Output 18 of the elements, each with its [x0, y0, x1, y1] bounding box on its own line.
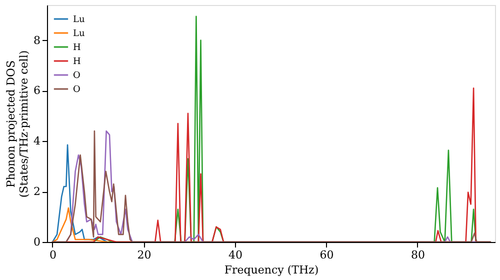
y-axis-title: Phonon projected DOS (States/THz·primitive cell): [4, 50, 30, 198]
x-tick-label: 0: [49, 248, 56, 262]
legend-label: Lu: [73, 15, 85, 25]
x-axis-title: Frequency (THz): [224, 264, 319, 276]
legend-label: H: [73, 43, 81, 53]
x-tick-label: 60: [320, 248, 334, 262]
y-tick-label: 4: [34, 134, 40, 148]
legend-label: Lu: [73, 29, 85, 39]
legend-label: O: [73, 85, 80, 95]
y-tick-label: 6: [34, 84, 40, 98]
x-tick-label: 20: [137, 248, 152, 262]
legend-label: O: [73, 71, 80, 81]
y-tick-label: 2: [34, 185, 40, 198]
x-tick-label: 80: [410, 248, 425, 262]
legend-label: H: [73, 57, 81, 67]
y-tick-label: 0: [34, 236, 40, 248]
y-tick-label: 8: [34, 34, 40, 47]
x-tick-label: 40: [228, 248, 242, 262]
